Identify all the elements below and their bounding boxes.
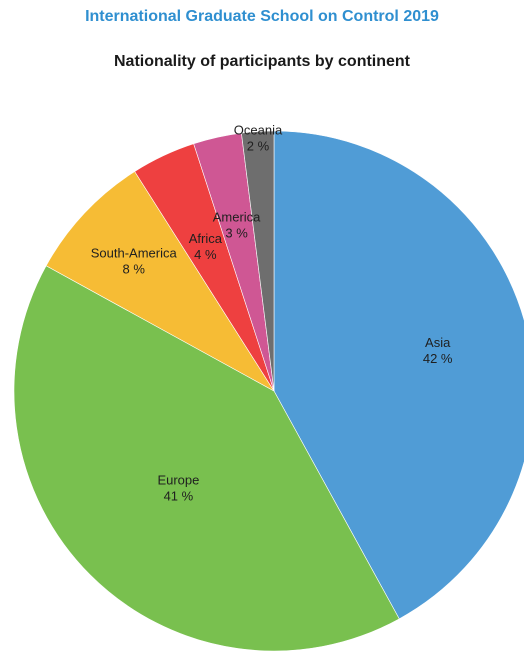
slice-label-south-america: South-America — [91, 245, 178, 260]
slice-value-europe: 41 % — [164, 489, 194, 504]
pie-slices — [14, 131, 524, 651]
slice-value-asia: 42 % — [423, 351, 453, 366]
slice-label-europe: Europe — [157, 473, 199, 488]
slice-value-america: 3 % — [225, 226, 248, 241]
slice-value-africa: 4 % — [194, 247, 217, 262]
slice-value-south-america: 8 % — [123, 261, 146, 276]
slice-label-oceania: Oceania — [234, 123, 283, 138]
slice-label-asia: Asia — [425, 335, 451, 350]
slice-value-oceania: 2 % — [247, 139, 270, 154]
slice-label-america: America — [213, 210, 261, 225]
slice-label-africa: Africa — [189, 231, 223, 246]
